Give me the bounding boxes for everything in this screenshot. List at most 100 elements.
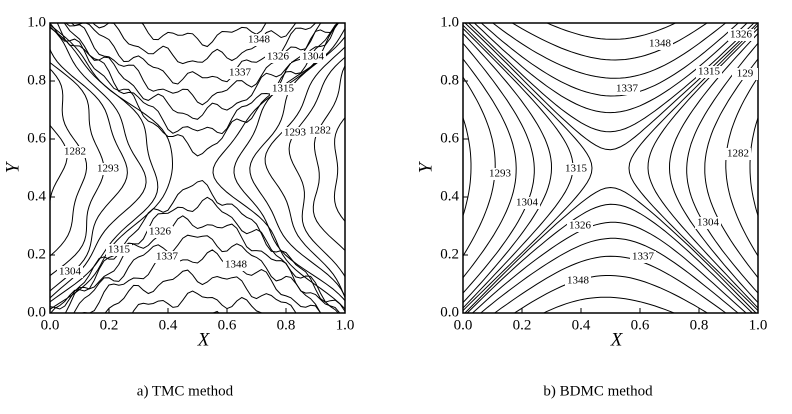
plot-frame [462, 22, 759, 314]
contour-label-bg [95, 163, 121, 175]
contour-label: 1293 [97, 163, 120, 175]
contour-label: 1282 [727, 148, 749, 160]
y-tick-label: 0.4 [440, 188, 459, 204]
contour-label-bg [567, 220, 593, 232]
contour-label-bg [147, 226, 173, 238]
contour-label-bg [270, 83, 296, 95]
contour-line [511, 23, 708, 61]
x-tick-label: 0.8 [277, 317, 296, 333]
y-tick-label: 0.6 [27, 130, 46, 146]
contour-line [749, 116, 758, 218]
x-tick-label: 0.6 [218, 317, 237, 333]
contour-line [466, 203, 754, 313]
contour-label: 1315 [698, 66, 721, 78]
caption: a) TMC method [137, 383, 234, 399]
contour-label-bg [614, 83, 640, 95]
y-tick-label: 0.8 [440, 72, 459, 88]
x-axis-title: X [197, 329, 211, 350]
contour-line [480, 23, 740, 97]
contour-label: 1326 [730, 29, 753, 41]
x-tick-label: 1.0 [749, 317, 768, 333]
contour-label-bg [732, 68, 758, 80]
contour-label-bg [565, 275, 591, 287]
contour-label: 1348 [225, 259, 248, 271]
contour-label: 1282 [64, 146, 86, 158]
plot-area [50, 23, 345, 313]
contour-line [312, 65, 345, 252]
y-tick-label: 0.2 [440, 246, 459, 262]
contour-line [288, 56, 345, 278]
contour-line [463, 32, 553, 304]
x-tick-label: 0.0 [41, 317, 60, 333]
contour-line [464, 186, 757, 313]
y-axis-title: Y [2, 160, 23, 173]
contour-line [545, 23, 677, 40]
contour-label-bg [647, 38, 673, 50]
y-tick-label: 0.2 [27, 246, 46, 262]
contour-line [463, 116, 472, 218]
contour-label: 1337 [156, 251, 179, 263]
caption: b) BDMC method [543, 383, 653, 399]
contour-label: 1304 [59, 266, 82, 278]
contour-label: 1337 [616, 83, 639, 95]
y-tick-label: 0.0 [440, 304, 459, 320]
contour-label-bg [246, 34, 272, 46]
contour-line [471, 221, 747, 313]
contour-line [73, 234, 322, 313]
contour-line [50, 196, 339, 313]
y-tick-label: 0.6 [440, 130, 459, 146]
contour-line [463, 0, 758, 18]
contour-label: 1348 [567, 275, 590, 287]
contour-label: 129 [737, 68, 754, 80]
contour-line [64, 23, 322, 106]
contour-line [131, 290, 264, 313]
contour-label-bg [62, 146, 88, 158]
contour-line [668, 32, 758, 304]
x-tick-label: 0.4 [159, 317, 178, 333]
contour-line [473, 23, 748, 114]
contour-line [233, 27, 345, 302]
contour-label-bg [630, 251, 656, 263]
contour-line [463, 27, 574, 309]
x-tick-label: 0.6 [631, 317, 650, 333]
contour-label: 1315 [108, 244, 131, 256]
contour-label-bg [106, 244, 132, 256]
contour-label-bg [487, 168, 513, 180]
y-tick-label: 0.8 [27, 72, 46, 88]
contour-line [141, 23, 267, 48]
contour-label-bg [728, 29, 754, 41]
contour-label: 1348 [248, 34, 271, 46]
contour-line [79, 249, 322, 313]
contour-line [464, 23, 758, 151]
contour-label: 1304 [302, 51, 325, 63]
contour-line [177, 23, 178, 24]
contour-line [50, 23, 345, 157]
contour-label-bg [725, 148, 751, 160]
contour-label-bg [265, 51, 291, 63]
contour-line [70, 23, 317, 85]
y-tick-label: 0.4 [27, 188, 46, 204]
contour-label-bg [563, 163, 589, 175]
contour-line [50, 24, 174, 310]
contour-line [772, 23, 792, 313]
contour-line [249, 36, 345, 298]
contour-label: 1282 [309, 125, 331, 137]
contour-line [92, 23, 297, 65]
y-tick-label: 1.0 [440, 14, 459, 30]
contour-line [463, 24, 593, 312]
contour-label-bg [307, 125, 333, 137]
contour-line [463, 58, 517, 279]
contour-line [50, 26, 147, 299]
contour-label: 1326 [569, 220, 592, 232]
contour-line [513, 275, 709, 313]
contour-label: 1293 [489, 168, 512, 180]
contour-line [50, 179, 345, 312]
contour-label-bg [696, 66, 722, 78]
contour-label-bg [514, 197, 540, 209]
plot-frame [49, 22, 346, 314]
contour-line [493, 255, 727, 313]
contour-label: 1293 [284, 127, 307, 139]
contour-label: 1348 [649, 38, 672, 50]
contour-label: 1326 [149, 226, 172, 238]
